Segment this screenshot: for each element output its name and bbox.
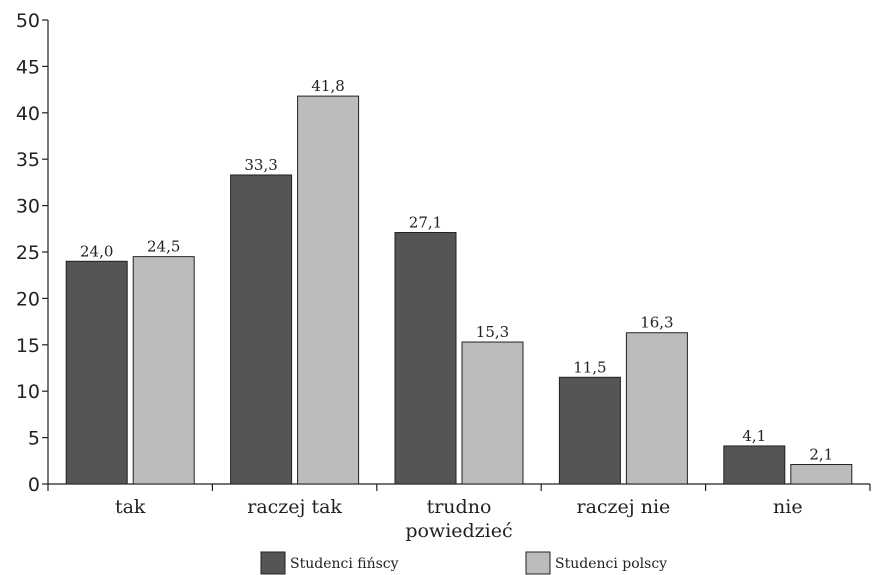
bars <box>65 95 853 485</box>
y-tick-label: 20 <box>16 288 40 310</box>
y-tick-label: 5 <box>28 428 40 450</box>
bar-polish <box>461 341 524 485</box>
y-tick-label: 35 <box>16 149 40 171</box>
bar-finnish <box>558 376 621 485</box>
category-label: raczej nie <box>577 496 671 518</box>
y-tick-label: 45 <box>16 56 40 78</box>
bar-finnish <box>394 232 457 485</box>
data-label: 16,3 <box>640 314 673 332</box>
data-label: 27,1 <box>409 214 442 232</box>
legend-swatch <box>525 551 551 575</box>
legend: Studenci fińscy Studenci polscy <box>260 551 667 575</box>
y-tick-label: 40 <box>16 103 40 125</box>
bar-polish <box>132 256 195 485</box>
data-label: 15,3 <box>476 323 509 341</box>
legend-label: Studenci polscy <box>555 556 667 572</box>
data-label: 24,5 <box>147 238 180 256</box>
y-tick-label: 25 <box>16 242 40 264</box>
y-tick-label: 50 <box>16 10 40 32</box>
y-tick-label: 15 <box>16 335 40 357</box>
category-label: nie <box>773 496 803 518</box>
data-label: 2,1 <box>809 446 833 464</box>
data-label: 41,8 <box>311 77 344 95</box>
data-label: 4,1 <box>742 427 766 445</box>
y-tick-label: 0 <box>28 474 40 496</box>
bar-polish <box>790 464 853 485</box>
data-label: 24,0 <box>80 242 113 260</box>
y-tick-label: 10 <box>16 381 40 403</box>
bar-finnish <box>65 260 128 485</box>
data-label: 33,3 <box>244 156 277 174</box>
category-label: trudno powiedzieć <box>405 496 512 542</box>
bar-polish <box>297 95 360 485</box>
category-label: tak <box>115 496 146 518</box>
bar-finnish <box>723 445 786 485</box>
legend-swatch <box>260 551 286 575</box>
y-tick-label: 30 <box>16 196 40 218</box>
bar-polish <box>625 332 688 485</box>
data-labels: 24,0 33,3 27,1 11,5 4,1 24,5 41,8 15,3 16,3 2,1 <box>80 77 833 463</box>
bar-finnish <box>230 174 293 485</box>
data-label: 11,5 <box>573 358 606 376</box>
y-axis: 0 5 10 15 20 25 30 35 40 45 50 <box>16 10 49 496</box>
category-label: raczej tak <box>247 496 342 518</box>
x-axis: tak raczej tak trudno powiedzieć raczej nie n… <box>47 483 871 542</box>
legend-label: Studenci fińscy <box>290 556 399 572</box>
